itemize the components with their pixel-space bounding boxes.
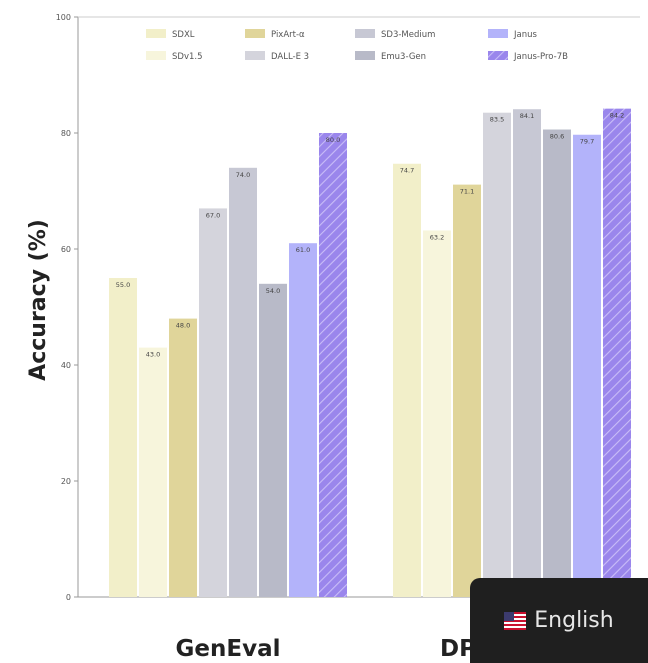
value-label: 83.5 <box>490 116 504 124</box>
language-selector[interactable]: English <box>470 578 648 663</box>
y-tick-label: 60 <box>61 245 71 254</box>
bar <box>393 163 421 598</box>
value-label: 71.1 <box>460 188 474 196</box>
us-flag-icon <box>504 611 527 630</box>
y-tick-label: 20 <box>61 477 71 486</box>
bar <box>109 278 137 597</box>
y-axis-title: Accuracy (%) <box>26 219 51 381</box>
value-label: 80.0 <box>326 136 340 144</box>
legend-label: Emu3-Gen <box>381 52 426 62</box>
legend-swatch <box>146 51 166 60</box>
y-tick-label: 80 <box>61 129 71 138</box>
value-label: 63.2 <box>430 233 444 241</box>
bar <box>319 133 347 597</box>
legend-swatch <box>245 51 265 60</box>
value-label: 61.0 <box>296 246 310 254</box>
bar <box>139 347 167 597</box>
legend-swatch <box>245 29 265 38</box>
bar <box>513 109 541 597</box>
x-category-label: GenEval <box>176 636 281 662</box>
legend-label: SDv1.5 <box>172 52 203 62</box>
legend-label: SDXL <box>172 30 195 40</box>
value-label: 74.0 <box>236 171 250 179</box>
y-tick-label: 40 <box>61 361 71 370</box>
bar <box>289 243 317 597</box>
value-label: 54.0 <box>266 287 280 295</box>
legend-swatch <box>488 51 508 60</box>
language-label: English <box>534 608 614 633</box>
legend-swatch <box>355 29 375 38</box>
bar <box>603 108 631 597</box>
legend-label: SD3-Medium <box>381 30 435 40</box>
value-label: 43.0 <box>146 351 160 359</box>
bar <box>483 112 511 597</box>
bar <box>229 167 257 598</box>
legend-label: DALL-E 3 <box>271 52 309 62</box>
value-label: 79.7 <box>580 138 594 146</box>
bar <box>543 129 571 597</box>
bar <box>423 230 451 597</box>
legend-swatch <box>488 29 508 38</box>
y-tick-label: 100 <box>56 13 71 22</box>
bar <box>259 283 287 597</box>
value-label: 48.0 <box>176 322 190 330</box>
bar <box>573 134 601 598</box>
legend-label: PixArt-α <box>271 30 305 40</box>
value-label: 84.1 <box>520 112 534 120</box>
bar <box>453 184 481 597</box>
legend: SDXL SDv1.5 PixArt-α DALL-E 3 SD3-Medium Emu3… <box>146 29 568 62</box>
value-label: 84.2 <box>610 112 624 120</box>
legend-label: Janus-Pro-7B <box>513 52 568 62</box>
bars: 55.0 43.0 48.0 67.0 74.0 54.0 61.0 80.0 GenEval 7… <box>109 108 631 662</box>
value-label: 80.6 <box>550 133 564 141</box>
value-label: 55.0 <box>116 281 130 289</box>
legend-swatch <box>355 51 375 60</box>
value-label: 67.0 <box>206 211 220 219</box>
value-label: 74.7 <box>400 167 414 175</box>
legend-swatch <box>146 29 166 38</box>
y-tick-label: 0 <box>66 593 71 602</box>
bar <box>199 208 227 597</box>
legend-label: Janus <box>513 30 537 40</box>
bar <box>169 318 197 597</box>
